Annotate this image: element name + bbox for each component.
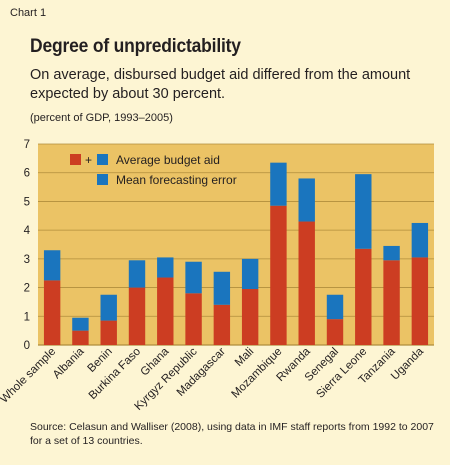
y-tick-label: 1 bbox=[24, 311, 30, 323]
legend-plus-sign: + bbox=[85, 153, 92, 167]
bar-budget-aid bbox=[383, 260, 400, 345]
x-tick-label: Uganda bbox=[389, 345, 426, 382]
chart-title: Degree of unpredictability bbox=[30, 36, 241, 57]
y-tick-label: 0 bbox=[24, 340, 30, 352]
source-note: Source: Celasun and Walliser (2008), usi… bbox=[30, 421, 434, 447]
chart-subtitle: On average, disbursed budget aid differe… bbox=[30, 67, 411, 102]
y-tick-label: 5 bbox=[24, 196, 30, 208]
bar-forecasting-error bbox=[72, 317, 89, 331]
bars bbox=[43, 162, 429, 345]
bar-forecasting-error bbox=[241, 258, 259, 290]
legend-swatch-forecasting-error bbox=[97, 154, 108, 165]
bar-forecasting-error bbox=[270, 162, 287, 206]
bar-budget-aid bbox=[241, 289, 259, 345]
legend-swatch-budget-aid bbox=[70, 154, 81, 165]
x-tick-label: Mali bbox=[233, 346, 256, 369]
bar-budget-aid bbox=[411, 257, 429, 345]
bar-forecasting-error bbox=[355, 174, 372, 249]
bar-forecasting-error bbox=[298, 178, 315, 222]
unit-label: (percent of GDP, 1993–2005) bbox=[30, 112, 173, 124]
bar-forecasting-error bbox=[411, 222, 429, 258]
bar-budget-aid bbox=[72, 330, 89, 345]
legend-label-budget-aid: Average budget aid bbox=[116, 153, 220, 167]
bar-forecasting-error bbox=[100, 294, 117, 321]
bar-budget-aid bbox=[157, 277, 174, 345]
bar-budget-aid bbox=[326, 319, 344, 345]
legend-swatch-forecasting-error-2 bbox=[97, 174, 108, 185]
bar-forecasting-error bbox=[128, 260, 146, 288]
bar-forecasting-error bbox=[43, 250, 61, 281]
x-tick-label: Whole sample bbox=[0, 346, 58, 406]
bar-budget-aid bbox=[128, 287, 146, 345]
bar-forecasting-error bbox=[185, 261, 202, 294]
bar-budget-aid bbox=[100, 320, 117, 345]
x-tick-label: Albania bbox=[51, 345, 87, 381]
bar-forecasting-error bbox=[157, 257, 174, 278]
y-tick-label: 6 bbox=[24, 168, 30, 180]
bar-budget-aid bbox=[185, 293, 202, 345]
legend: + Average budget aid Mean forecasting er… bbox=[70, 153, 237, 187]
bar-budget-aid bbox=[298, 221, 315, 345]
bar-forecasting-error bbox=[383, 245, 400, 261]
bar-budget-aid bbox=[213, 304, 231, 345]
y-tick-label: 2 bbox=[24, 283, 30, 295]
y-tick-label: 7 bbox=[24, 139, 30, 151]
legend-label-forecasting-error: Mean forecasting error bbox=[116, 173, 237, 187]
x-tick-label: Burkina Faso bbox=[87, 346, 143, 402]
y-axis-ticks: 0 1 2 3 4 5 6 7 bbox=[24, 139, 31, 352]
bar-budget-aid bbox=[43, 280, 61, 345]
y-tick-label: 3 bbox=[24, 254, 30, 266]
bar-budget-aid bbox=[270, 205, 287, 345]
bar-forecasting-error bbox=[213, 271, 231, 305]
bar-forecasting-error bbox=[326, 294, 344, 320]
bar-budget-aid bbox=[355, 248, 372, 345]
chart-number: Chart 1 bbox=[10, 7, 47, 19]
y-tick-label: 4 bbox=[24, 225, 31, 237]
